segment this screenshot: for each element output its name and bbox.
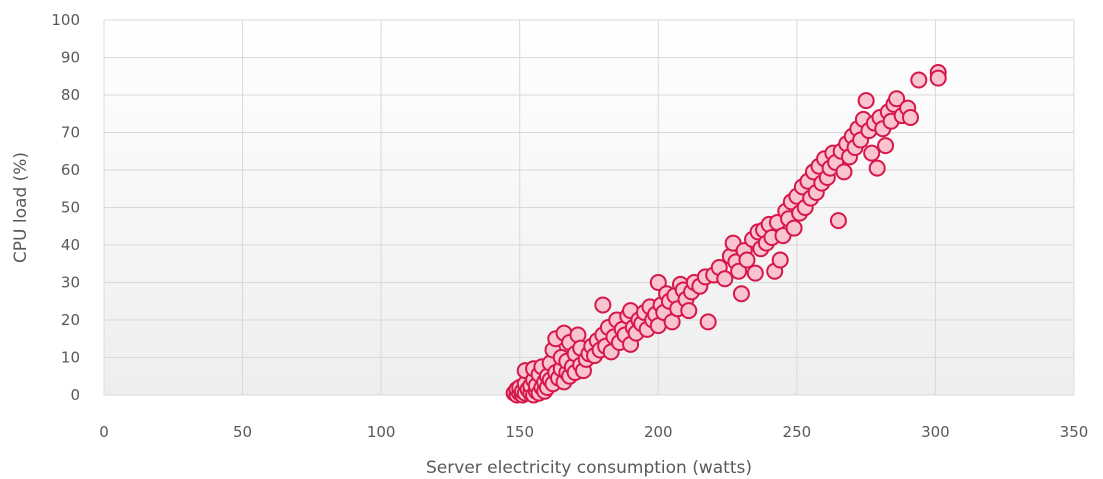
y-axis-ticks: 0 10 20 30 40 50 60 70 80 90 100 xyxy=(51,11,80,404)
data-point xyxy=(680,302,698,320)
gridlines xyxy=(103,19,1075,396)
x-tick-label: 300 xyxy=(921,423,950,441)
data-point xyxy=(785,219,803,237)
x-tick-label: 150 xyxy=(505,423,534,441)
y-tick-label: 70 xyxy=(61,124,80,142)
data-point xyxy=(901,109,919,126)
y-tick-label: 30 xyxy=(61,274,80,292)
data-point xyxy=(771,251,789,269)
x-tick-label: 250 xyxy=(783,423,812,441)
x-axis-title: Server electricity consumption (watts) xyxy=(426,458,752,478)
y-tick-label: 50 xyxy=(61,199,80,217)
y-tick-label: 0 xyxy=(70,386,80,404)
x-tick-label: 350 xyxy=(1060,423,1089,441)
y-tick-label: 20 xyxy=(61,311,80,329)
data-point xyxy=(732,285,750,303)
data-point xyxy=(730,262,748,280)
data-point xyxy=(835,163,853,181)
data-point xyxy=(738,251,756,269)
x-axis-ticks: 0 50 100 150 200 250 300 350 xyxy=(99,423,1088,441)
data-point xyxy=(699,313,717,331)
data-point xyxy=(888,90,906,108)
y-tick-label: 100 xyxy=(51,11,80,29)
data-points xyxy=(505,64,947,404)
y-tick-label: 80 xyxy=(61,86,80,104)
data-point xyxy=(868,159,886,177)
x-tick-label: 0 xyxy=(99,423,109,441)
x-tick-label: 100 xyxy=(367,423,396,441)
data-point xyxy=(857,92,875,110)
data-point xyxy=(746,264,764,282)
data-point xyxy=(829,212,847,230)
data-point xyxy=(716,270,734,288)
x-tick-label: 200 xyxy=(644,423,673,441)
y-tick-label: 10 xyxy=(61,349,80,367)
data-point xyxy=(863,144,881,162)
y-axis-title: CPU load (%) xyxy=(11,152,31,263)
x-tick-label: 50 xyxy=(233,423,252,441)
data-point xyxy=(649,274,667,291)
y-tick-label: 40 xyxy=(61,236,80,254)
data-point xyxy=(877,137,895,155)
data-point xyxy=(910,71,928,89)
data-point xyxy=(929,69,947,87)
data-point xyxy=(594,296,612,314)
y-tick-label: 60 xyxy=(61,161,80,179)
y-tick-label: 90 xyxy=(61,49,80,67)
